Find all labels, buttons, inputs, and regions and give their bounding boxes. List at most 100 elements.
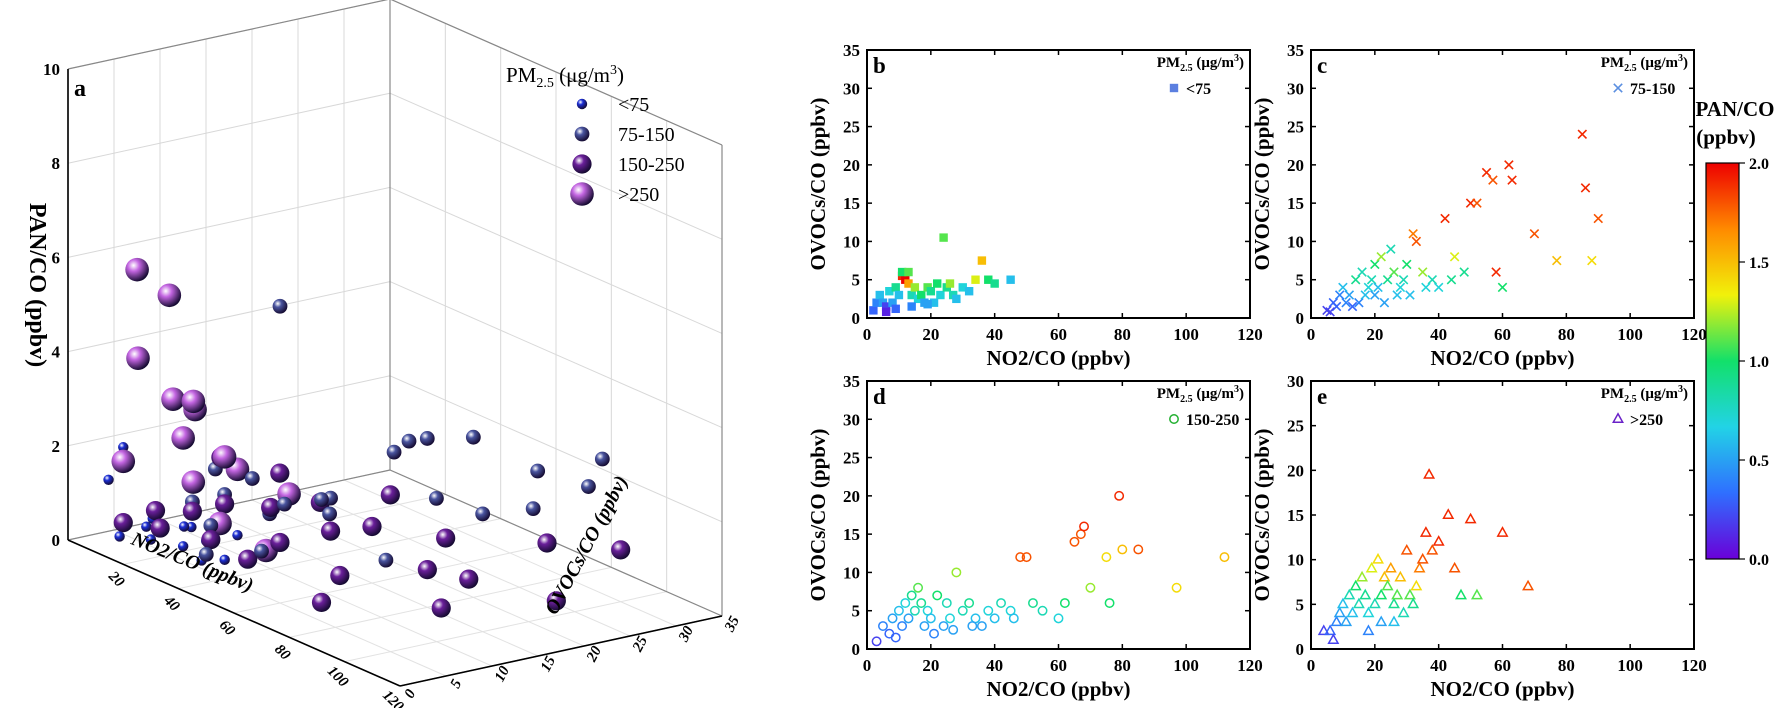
sphere-point [212,445,237,469]
data-point [976,621,987,631]
panel-b-scatter: 0 20 40 60 80 100 120 0 5 10 15 20 25 30 35 NO2/CO (ppb… [806,41,1263,370]
sphere-point [181,470,206,494]
sphere-point [125,257,149,282]
data-point [878,621,888,631]
data-point [1085,582,1096,593]
x-axis-label: NO2/CO (ppbv) [986,677,1130,701]
data-point [1497,282,1508,293]
data-point [1464,512,1477,524]
sphere-point [525,501,541,517]
data-point [881,302,891,311]
x-tick-label: 80 [271,642,293,664]
data-point [1341,297,1351,308]
data-point [1394,570,1407,582]
data-point [1349,579,1362,591]
panel-c-scatter: 0 20 40 60 80 100 120 0 5 10 15 20 25 30 35 NO2/CO (ppb… [1250,41,1707,370]
y-tick-label: 30 [843,79,860,98]
sphere-point [141,521,152,532]
data-point [917,290,926,300]
data-point [897,621,908,631]
data-point [1481,167,1492,178]
x-tick-label: 60 [1050,325,1067,344]
data-point [984,275,993,284]
data-point [923,300,932,309]
x-tick-label: 120 [1237,656,1263,675]
y-axis-label: OVOCs/CO (ppbv) [806,98,830,271]
data-point [971,275,980,284]
sphere-point [111,449,136,474]
legend-marker [1612,412,1624,423]
x-tick-label: 20 [922,656,939,675]
legend-marker [576,98,588,110]
data-point [1069,536,1080,547]
y-tick-label: 25 [1287,417,1304,436]
panel-letter: b [873,53,886,78]
sphere-point [429,490,444,506]
data-point [906,590,917,601]
data-point [1382,274,1393,285]
y-tick-label: 0 [852,640,861,659]
sphere-point [270,463,290,483]
data-point [1551,255,1562,266]
data-point [1008,613,1019,624]
data-point [1472,198,1482,208]
sphere-point [386,444,402,460]
data-point [869,306,878,315]
sphere-point [431,598,451,618]
y-tick-label: 20 [843,487,860,506]
data-point [1171,582,1182,593]
y-tick-label: 5 [852,602,861,621]
data-point [1411,236,1422,247]
grid-line [67,375,391,447]
data-point [1455,588,1467,600]
data-point [1507,175,1517,185]
data-point [1504,160,1514,170]
sphere-point [177,541,189,552]
data-point [1397,606,1410,618]
data-point [1392,290,1402,300]
sphere-point [181,389,206,414]
data-point [1587,255,1597,266]
y-tick-label: 10 [843,563,860,582]
data-point [967,621,978,631]
data-point [1419,526,1432,537]
y-tick-label: 10 [1287,232,1304,251]
z-tick-label: 4 [52,343,61,362]
x-tick-label: 60 [1494,325,1511,344]
data-point [1388,615,1400,627]
sphere-point [419,431,435,446]
data-point [881,307,891,317]
data-point [1410,579,1423,591]
x-tick-label: 60 [216,617,238,639]
data-point [929,298,939,307]
sphere-point [530,463,546,479]
data-point [885,287,894,296]
data-point [910,283,920,292]
y-tick-label: 5 [1296,595,1305,614]
sphere-point [182,501,202,521]
x-tick-label: 80 [1114,656,1131,675]
data-point [1448,561,1461,573]
data-point [1423,468,1436,479]
panel-e-scatter: 0 20 40 60 80 100 120 0 5 10 15 20 25 30 NO2/CO (ppbv)… [1250,372,1707,701]
data-point [989,613,1000,624]
legend-label: 150-250 [618,154,685,176]
legend-label: >250 [618,184,659,206]
y-tick-label: 15 [843,525,860,544]
data-point [1372,552,1384,564]
y-tick-label: 20 [1287,156,1304,175]
data-point [1338,282,1348,293]
y-tick-label: 35 [1287,41,1304,60]
sphere-point [114,531,125,542]
legend-label: 75-150 [618,124,675,146]
x-tick-label: 20 [1366,656,1383,675]
x-tick-label: 100 [1173,656,1199,675]
data-point [1488,175,1498,185]
sphere-point [546,591,566,611]
legend-label: <75 [1186,81,1211,98]
x-tick-label: 20 [1366,325,1383,344]
data-point [1449,251,1460,262]
colorbar-title-line1: PAN/CO [1696,97,1775,121]
